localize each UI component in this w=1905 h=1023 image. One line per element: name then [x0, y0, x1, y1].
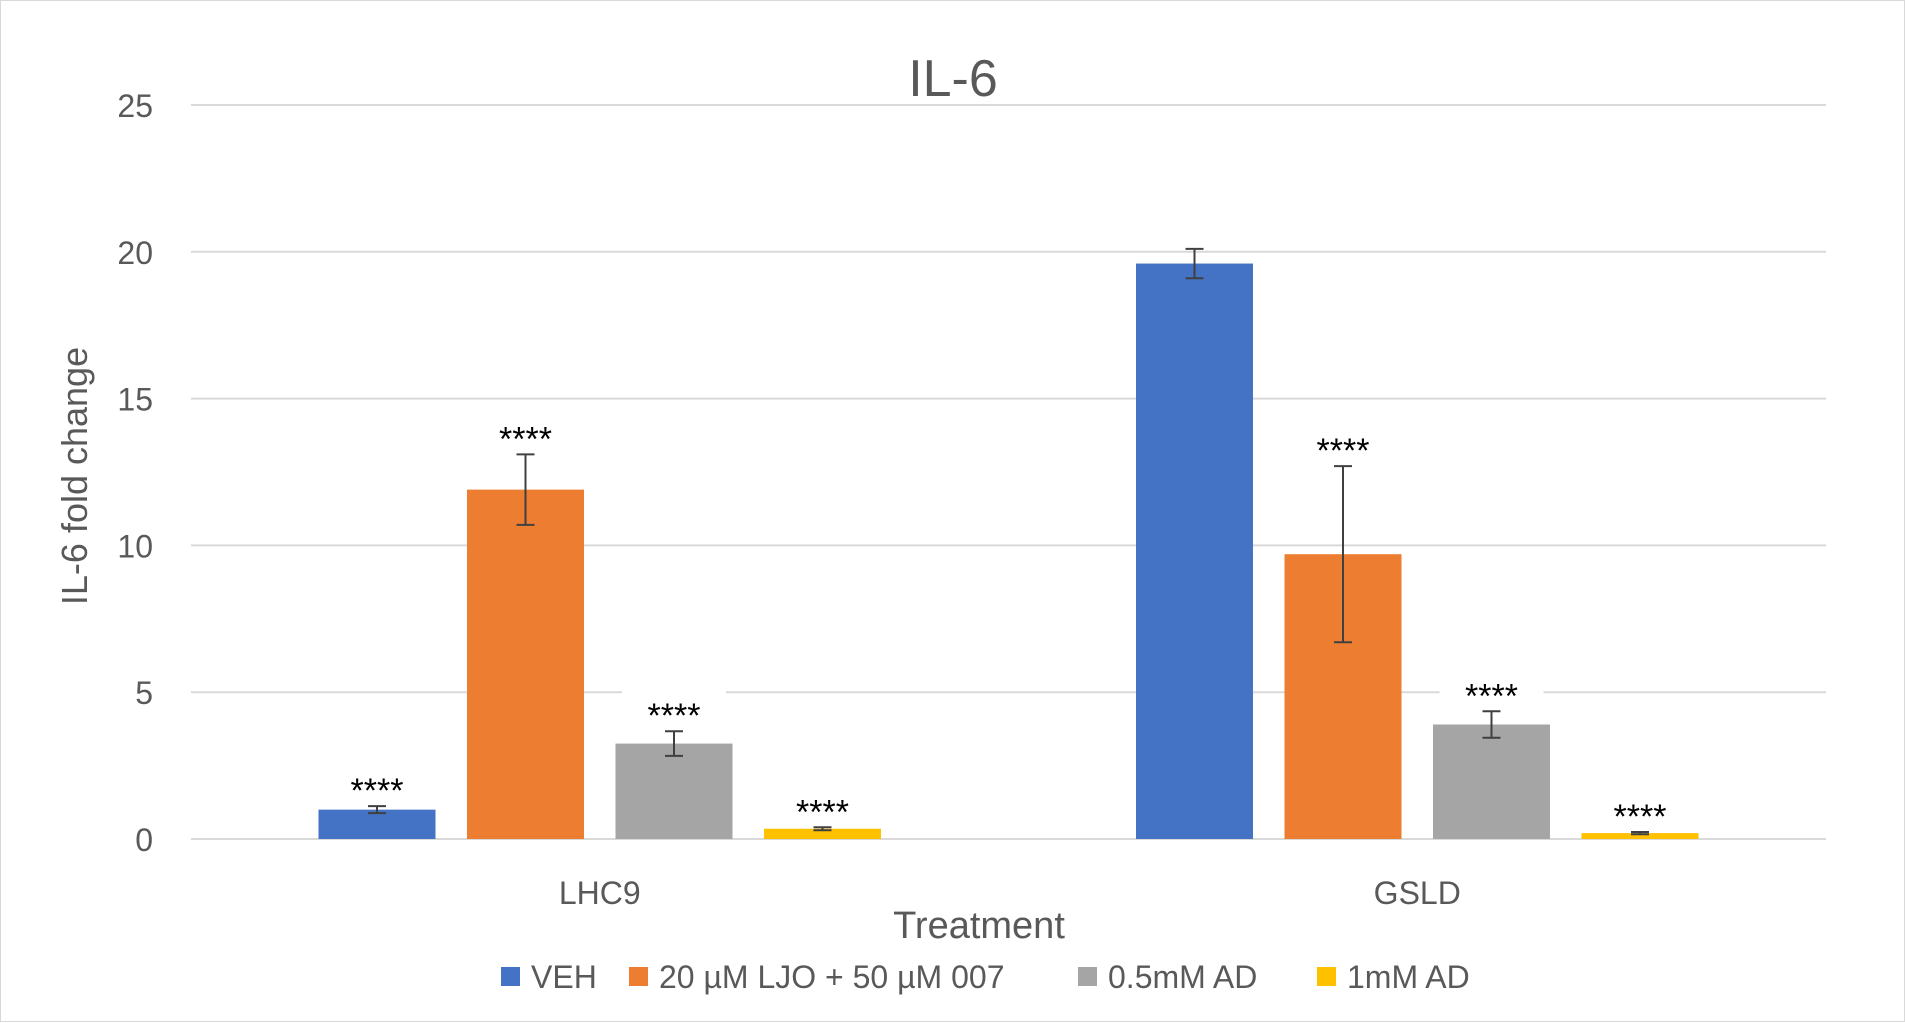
chart-title: IL-6: [908, 50, 998, 108]
y-tick-label: 0: [135, 822, 153, 858]
bar-layer: [318, 247, 1699, 839]
legend-label: 0.5mM AD: [1108, 959, 1257, 995]
legend-label: VEH: [531, 959, 597, 995]
legend-swatch: [1317, 967, 1336, 986]
y-axis-title: IL-6 fold change: [54, 347, 95, 605]
grid-layer: [191, 104, 1826, 840]
legend-label: 1mM AD: [1347, 959, 1470, 995]
label-layer: 0 5 10 15 20 25 LHC9 **** **** **** **** GSLD **** **…: [117, 88, 1692, 911]
x-axis-title: Treatment: [893, 905, 1065, 947]
significance-label-bg: [473, 408, 578, 447]
significance-label-bg: [325, 760, 429, 799]
significance-label: ****: [648, 697, 701, 735]
significance-label: ****: [1317, 432, 1370, 470]
y-tick-label: 10: [117, 528, 153, 564]
x-tick-label: GSLD: [1374, 875, 1461, 911]
bar-GSLD-2: [1433, 724, 1550, 839]
significance-label-bg: [1588, 785, 1692, 824]
legend-swatch: [501, 967, 520, 986]
bar-LHC9-0: [318, 809, 436, 839]
bar-LHC9-3: [764, 828, 881, 839]
significance-label-bg: [1439, 665, 1544, 704]
significance-label: ****: [1614, 798, 1667, 836]
bar-GSLD-3: [1581, 833, 1699, 839]
y-tick-label: 15: [117, 382, 153, 418]
bar-LHC9-1: [467, 489, 584, 839]
y-tick-label: 20: [117, 235, 153, 271]
y-tick-label: 5: [135, 675, 153, 711]
significance-label-bg: [622, 685, 726, 724]
legend-swatch: [1078, 967, 1097, 986]
significance-label: ****: [499, 420, 552, 458]
x-tick-label: LHC9: [559, 875, 641, 911]
significance-label-bg: [770, 781, 875, 820]
bar-LHC9-2: [615, 743, 733, 839]
legend-label: 20 µM LJO + 50 µM 007: [659, 959, 1004, 995]
significance-label: ****: [1465, 677, 1518, 715]
significance-label-bg: [1291, 420, 1395, 459]
legend: VEH 20 µM LJO + 50 µM 007 0.5mM AD 1mM AD: [501, 959, 1470, 995]
significance-label: ****: [351, 772, 404, 810]
legend-swatch: [629, 967, 648, 986]
y-tick-label: 25: [117, 88, 153, 124]
bar-GSLD-0: [1136, 263, 1253, 839]
significance-label: ****: [796, 793, 849, 831]
